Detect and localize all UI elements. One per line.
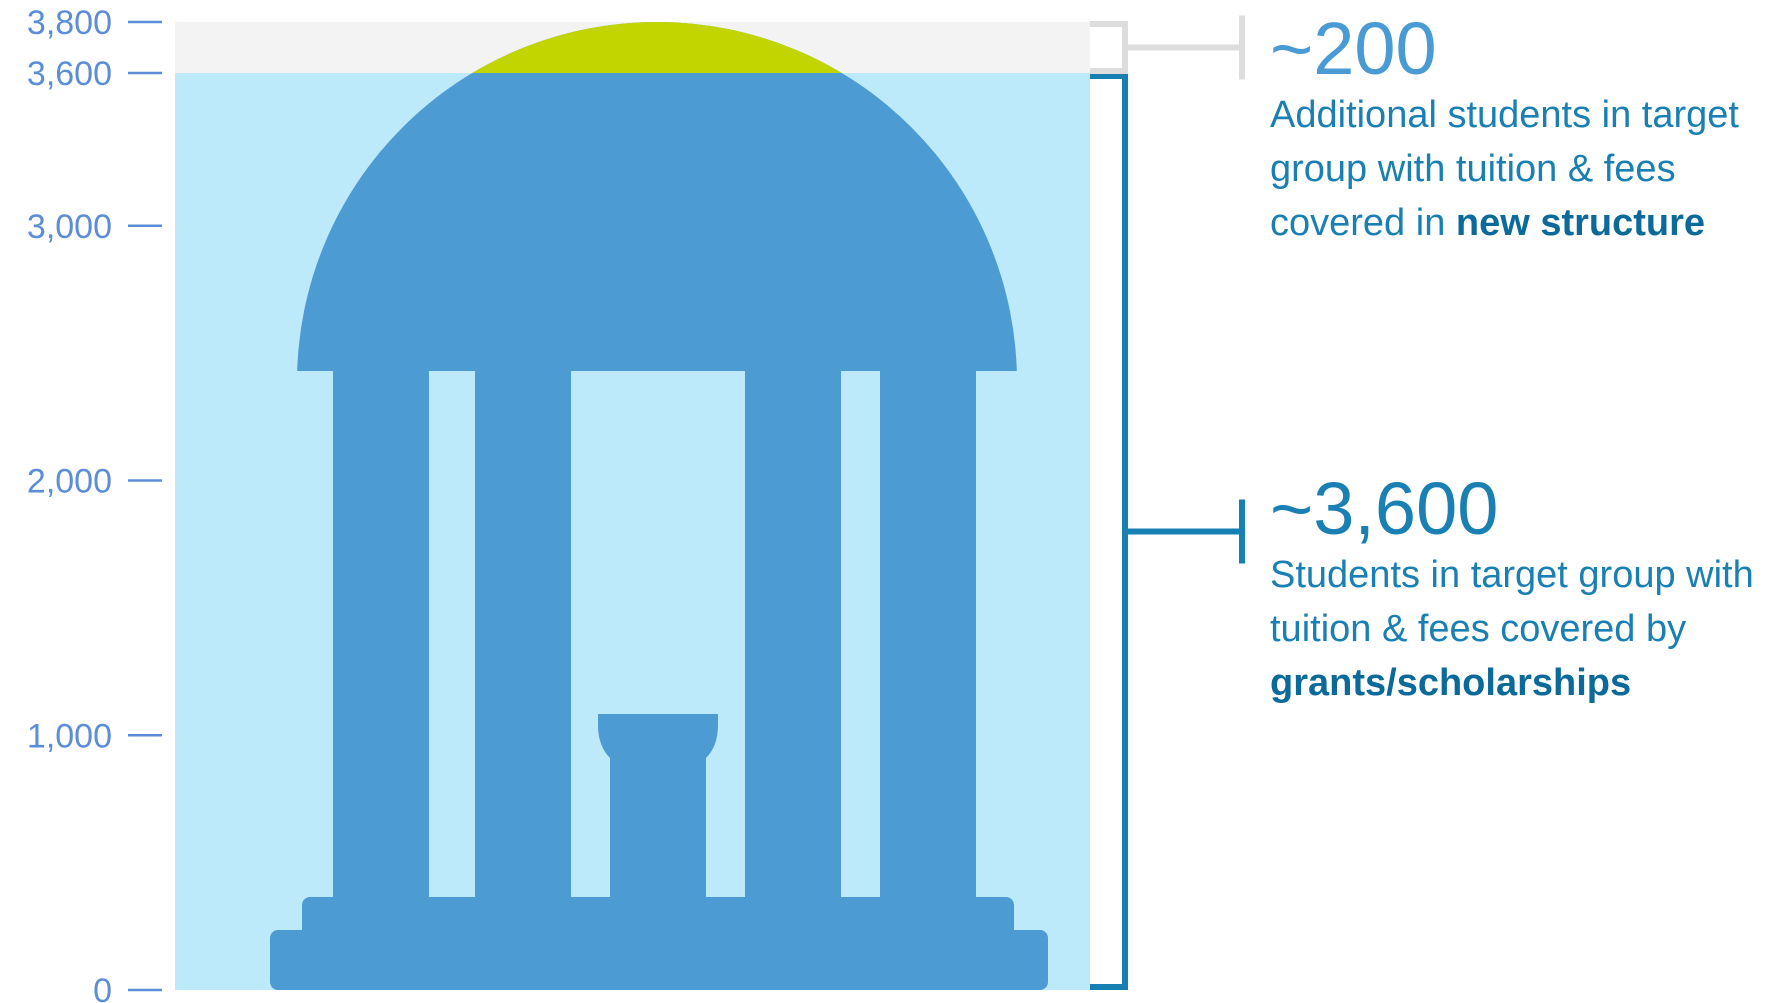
callout-additional-text-bold: new structure [1455,202,1706,244]
y-axis: 0 1,000 2,000 3,000 3,600 3,800 [27,4,162,1003]
y-tick-label: 1,000 [27,717,112,755]
pillar [333,371,429,906]
fountain-bowl [598,714,718,758]
callout-additional: ~200 Additional students in target group… [1270,10,1770,250]
callout-additional-text: Additional students in target group with… [1270,88,1770,250]
pillar [745,371,841,906]
callout-grants-value: ~3,600 [1270,467,1499,550]
bracket-grants [1090,72,1128,990]
callout-additional-text-pre: Additional students in target group with… [1270,94,1739,244]
step-upper [302,897,1014,937]
callout-grants: ~3,600 Students in target group with tui… [1270,470,1770,710]
pillar [880,371,976,906]
callout-additional-value: ~200 [1270,7,1437,90]
dome-top [472,22,842,73]
fountain-stem [610,750,706,910]
pillar-gap [841,371,880,897]
dome [297,22,1017,371]
step-lower [270,930,1048,990]
pillar-gap [429,371,475,897]
y-tick-label: 3,800 [27,4,112,42]
y-tick-label: 3,600 [27,55,112,93]
callout-grants-text: Students in target group with tuition & … [1270,548,1770,710]
y-tick-label: 3,000 [27,208,112,246]
bracket-additional [1090,21,1128,74]
y-tick-label: 0 [93,972,112,1003]
old-well-pavilion-icon [270,22,1048,990]
y-tick-label: 2,000 [27,463,112,501]
callout-grants-text-bold: grants/scholarships [1270,662,1632,704]
brackets [1090,15,1245,990]
pillar [475,371,571,906]
callout-grants-text-pre: Students in target group with tuition & … [1270,554,1754,650]
